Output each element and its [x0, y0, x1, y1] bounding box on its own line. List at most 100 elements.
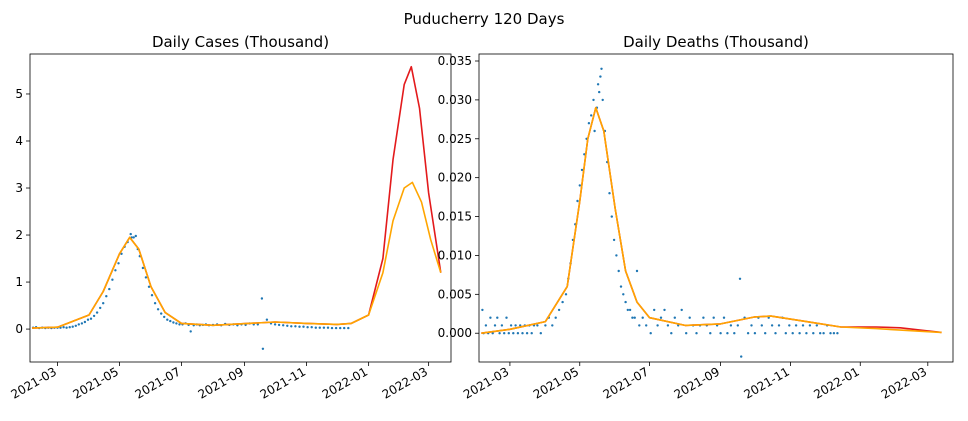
data-point [536, 324, 539, 327]
data-point [680, 308, 683, 312]
data-point [819, 332, 822, 335]
y-tick-label: 4 [15, 134, 23, 148]
x-tick-label: 2021-11 [741, 364, 791, 401]
data-point [753, 332, 757, 335]
data-point [286, 324, 289, 327]
data-point [484, 324, 488, 327]
data-point [99, 306, 102, 310]
data-point [519, 324, 522, 327]
data-point [801, 324, 805, 327]
data-point [509, 324, 513, 327]
data-point [774, 332, 777, 335]
data-point [812, 332, 815, 335]
data-point [656, 324, 659, 327]
data-point [561, 300, 564, 304]
data-point [617, 269, 620, 273]
data-point [77, 323, 81, 326]
data-point [601, 98, 604, 102]
x-tick-label: 2022-03 [380, 364, 430, 401]
data-point [503, 332, 506, 335]
data-point [649, 332, 652, 335]
data-point [481, 308, 484, 312]
data-point [102, 302, 105, 305]
x-tick-label: 2021-05 [71, 364, 121, 401]
data-point [169, 319, 172, 323]
y-tick-label: 1 [15, 275, 23, 289]
data-point [150, 294, 154, 297]
data-point [709, 332, 712, 335]
data-point [635, 269, 639, 273]
data-point [314, 326, 317, 329]
data-point [805, 332, 808, 335]
x-tick-label: 2021-05 [531, 364, 581, 401]
data-point [695, 332, 698, 335]
data-point [719, 332, 722, 335]
data-point [347, 326, 350, 330]
data-point [628, 308, 632, 312]
plot-area [31, 65, 442, 350]
data-point [633, 316, 636, 319]
x-tick-label: 2021-07 [601, 364, 651, 401]
plot-area [481, 67, 942, 358]
data-point [525, 332, 529, 335]
data-point [791, 332, 794, 335]
y-tick-label: 0.020 [438, 171, 472, 185]
data-point [598, 90, 601, 94]
data-point [712, 316, 715, 319]
data-point [702, 316, 705, 319]
data-point [736, 324, 739, 327]
data-point [645, 324, 648, 327]
data-point [310, 326, 313, 329]
data-point [539, 332, 542, 335]
data-point [298, 325, 301, 328]
x-tick-label: 2022-01 [320, 364, 370, 401]
data-point [659, 316, 663, 319]
axes-frame [478, 53, 954, 363]
x-tick-label: 2021-03 [9, 364, 59, 401]
data-point [294, 325, 297, 328]
data-point [326, 326, 330, 329]
data-point [612, 238, 616, 242]
data-point [166, 318, 169, 321]
data-point [631, 316, 634, 319]
data-point [147, 285, 151, 288]
data-point [777, 324, 781, 327]
fit-line-red [31, 65, 442, 329]
data-point [330, 326, 334, 330]
data-point [498, 332, 501, 335]
data-point [160, 312, 163, 315]
fit-line-red [481, 106, 942, 334]
data-point [564, 293, 568, 296]
data-point [733, 332, 736, 335]
x-tick-label: 2021-07 [133, 364, 183, 401]
data-point [74, 324, 78, 327]
data-point [583, 153, 586, 156]
fit-line-orange [31, 181, 442, 329]
data-point [764, 332, 767, 335]
data-point [578, 184, 581, 187]
data-point [624, 300, 627, 304]
data-point [129, 232, 132, 236]
data-point [80, 322, 84, 325]
x-tick-label: 2022-01 [811, 364, 861, 401]
data-point [260, 297, 264, 300]
data-point [141, 266, 145, 270]
data-point [163, 315, 166, 319]
data-point [619, 285, 623, 288]
data-point [120, 252, 123, 255]
data-point [836, 332, 839, 335]
x-tick-label: 2021-03 [461, 364, 511, 401]
data-point [273, 323, 277, 326]
data-point [554, 316, 557, 319]
daily-cases-chart: Daily Cases (Thousand) 0 1 2 3 4 5 2021-03 2021-… [9, 33, 452, 402]
data-point [663, 308, 666, 312]
fit-line-orange [481, 106, 942, 334]
data-point [808, 324, 812, 327]
data-point [592, 98, 595, 102]
y-tick-label: 0.030 [438, 93, 472, 107]
data-point [740, 355, 743, 358]
data-point [302, 325, 305, 328]
data-point [500, 324, 504, 327]
data-point [491, 332, 494, 335]
